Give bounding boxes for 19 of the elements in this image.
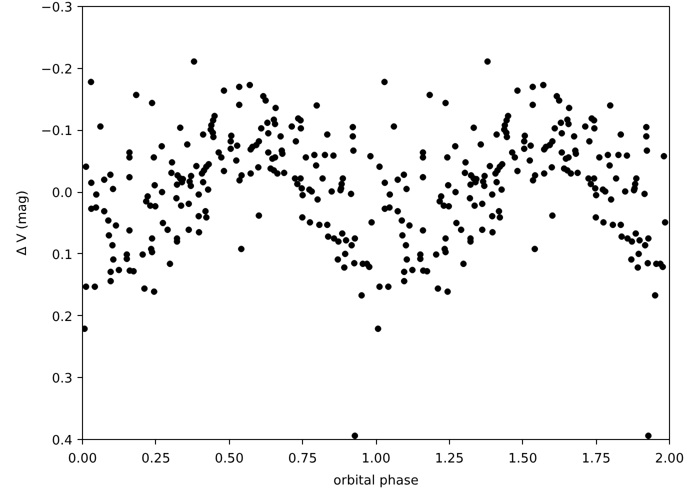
y-tick-label: 0.2 bbox=[52, 310, 73, 325]
y-tick-label: −0.2 bbox=[40, 62, 73, 78]
x-tick-label: 0.50 bbox=[214, 452, 244, 466]
x-tick-label: 1.00 bbox=[362, 452, 390, 466]
x-tick-label: 1.25 bbox=[434, 452, 464, 466]
y-tick-label: 0.4 bbox=[52, 434, 73, 448]
x-tick-label: 1.75 bbox=[582, 452, 611, 466]
x-axis-title: orbital phase bbox=[333, 474, 419, 488]
x-tick-label: 0.25 bbox=[141, 452, 170, 466]
x-tick-label: 0.75 bbox=[288, 452, 318, 466]
y-axis-title: Δ V (mag) bbox=[14, 190, 30, 256]
y-tick-label: 0.0 bbox=[52, 186, 73, 202]
y-tick-label: 0.3 bbox=[52, 372, 73, 387]
x-tick-label: 1.50 bbox=[508, 452, 538, 466]
x-tick-label: 0.00 bbox=[68, 452, 97, 466]
y-tick-label: −0.3 bbox=[40, 0, 73, 16]
y-tick-label: 0.1 bbox=[52, 248, 73, 263]
y-tick-label: −0.1 bbox=[40, 124, 73, 140]
x-tick-label: 2.00 bbox=[655, 452, 684, 466]
